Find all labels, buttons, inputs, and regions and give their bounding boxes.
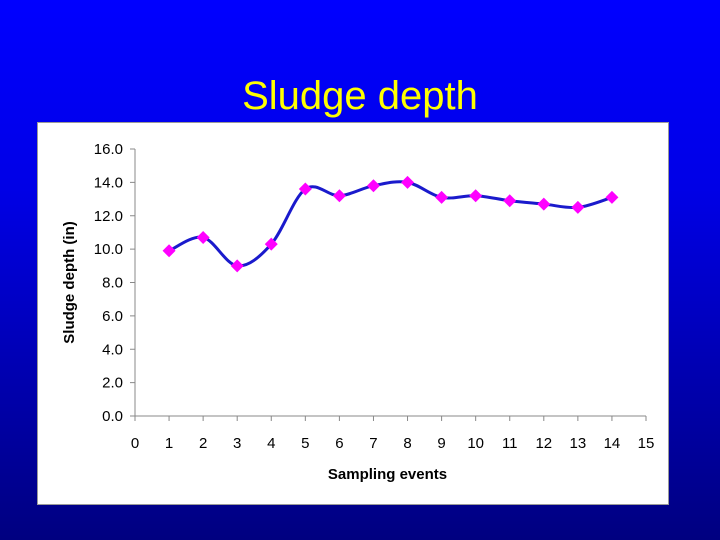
x-tick-label: 6 [335,435,343,452]
y-tick-label: 6.0 [102,308,123,325]
data-point-marker [469,189,483,203]
data-point-marker [537,197,551,211]
data-point-marker [264,237,278,251]
data-point-marker [401,175,415,189]
x-tick-label: 11 [502,435,518,452]
x-tick-label: 1 [165,435,173,452]
y-tick-label: 12.0 [94,208,123,225]
y-tick-label: 10.0 [94,241,123,258]
x-tick-label: 15 [638,435,655,452]
x-tick-label: 8 [403,435,411,452]
x-axis-ticks: 0 1 2 3 4 5 6 7 8 9 10 11 12 13 14 15 [131,416,655,452]
y-tick-label: 8.0 [102,275,123,292]
x-tick-label: 7 [369,435,377,452]
data-point-marker [366,179,380,193]
data-point-marker [332,189,346,203]
data-point-marker [571,200,585,214]
series-markers [162,175,619,273]
y-axis-ticks: 0.0 2.0 4.0 6.0 8.0 10.0 12.0 14.0 16.0 [94,141,135,425]
y-axis-label: Sludge depth (in) [61,221,78,343]
x-tick-label: 5 [301,435,309,452]
x-tick-label: 4 [267,435,275,452]
data-point-marker [605,190,619,204]
x-tick-label: 0 [131,435,139,452]
x-tick-label: 2 [199,435,207,452]
data-point-marker [230,259,244,273]
x-tick-label: 14 [604,435,621,452]
y-tick-label: 4.0 [102,341,123,358]
series-line [168,180,613,268]
data-point-marker [298,182,312,196]
data-point-marker [435,190,449,204]
x-axis-label: Sampling events [328,466,447,483]
chart-axes [134,149,646,417]
x-tick-label: 3 [233,435,241,452]
y-tick-label: 16.0 [94,141,123,158]
y-tick-label: 2.0 [102,375,123,392]
x-tick-label: 13 [570,435,587,452]
x-tick-label: 12 [535,435,552,452]
y-tick-label: 0.0 [102,408,123,425]
data-point-marker [503,194,517,208]
x-tick-label: 10 [467,435,484,452]
data-point-marker [196,230,210,244]
data-point-marker [162,244,176,258]
x-tick-label: 9 [437,435,445,452]
y-tick-label: 14.0 [94,174,123,191]
slide-title: Sludge depth [242,74,478,118]
